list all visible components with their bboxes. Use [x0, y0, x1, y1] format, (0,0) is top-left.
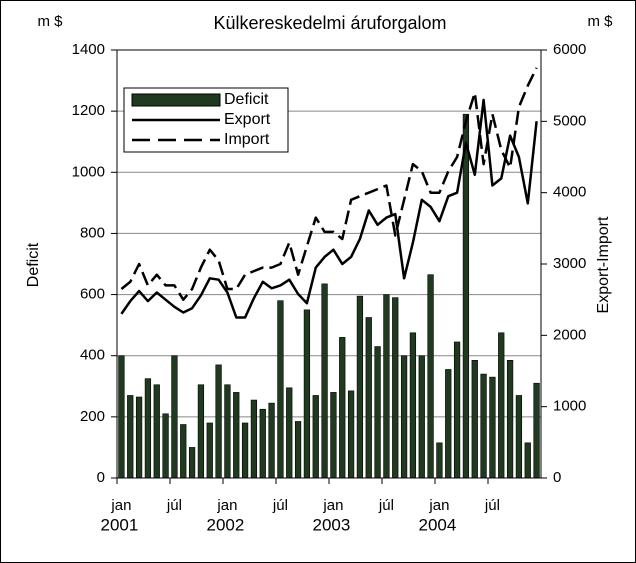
y2-unit: m $ — [587, 13, 613, 30]
legend-label: Deficit — [224, 91, 269, 108]
legend-label: Export — [224, 111, 271, 128]
bar — [427, 274, 434, 479]
x-tick-label: jan — [428, 497, 449, 514]
bar — [153, 384, 160, 479]
y-tick-label: 800 — [80, 224, 105, 241]
x-tick-label: júl — [378, 497, 394, 514]
bar — [462, 113, 470, 479]
bar — [294, 421, 302, 479]
bar — [233, 392, 240, 479]
y2-tick-label: 4000 — [553, 184, 586, 201]
bar — [250, 399, 258, 479]
bar — [418, 355, 425, 479]
bar — [498, 332, 505, 479]
y2-tick-label: 2000 — [553, 326, 586, 343]
y2-tick-label: 5000 — [553, 112, 586, 129]
bar — [533, 382, 540, 479]
bar — [215, 364, 222, 479]
bar — [135, 396, 143, 479]
y-tick-label: 600 — [80, 286, 105, 303]
y-tick-label: 400 — [80, 347, 105, 364]
x-tick-label: júl — [166, 497, 182, 514]
y-axis-title: Deficit — [25, 242, 42, 287]
x-tick-label: jan — [216, 497, 237, 514]
legend-swatch — [131, 93, 221, 107]
year-label: 2002 — [207, 515, 245, 534]
bar — [339, 337, 346, 479]
bar — [277, 300, 284, 479]
bar — [259, 408, 266, 479]
x-tick-label: júl — [272, 497, 288, 514]
x-tick-label: jan — [322, 497, 343, 514]
line-import — [120, 67, 538, 301]
y-tick-label: 1000 — [72, 163, 105, 180]
y-tick-label: 1200 — [72, 102, 105, 119]
y2-axis-title: Export-Import — [595, 216, 612, 313]
bar — [347, 390, 355, 479]
chart-title: Külkereskedelmi áruforgalom — [213, 13, 446, 33]
bar — [303, 309, 311, 479]
y2-tick-label: 0 — [553, 469, 561, 486]
y2-tick-label: 3000 — [553, 255, 586, 272]
bar — [330, 392, 337, 479]
y2-tick-label: 6000 — [553, 41, 586, 58]
legend: Deficit Export Import — [123, 87, 289, 153]
bar — [312, 395, 319, 479]
bar — [489, 376, 496, 479]
bar — [409, 332, 417, 479]
x-tick-label: júl — [484, 497, 500, 514]
y-tick-label: 1400 — [72, 41, 105, 58]
bar — [188, 447, 196, 479]
year-label: 2004 — [419, 515, 457, 534]
bar — [374, 346, 381, 479]
bar — [144, 378, 152, 479]
bar — [268, 402, 275, 479]
bar — [524, 442, 531, 479]
bar — [400, 355, 408, 479]
bar — [356, 295, 364, 479]
bar — [162, 413, 169, 479]
bar — [206, 422, 213, 479]
legend-label: Import — [224, 131, 270, 148]
bar — [286, 387, 293, 479]
bar — [436, 442, 443, 479]
bar — [365, 317, 372, 479]
bar — [480, 373, 487, 479]
bar — [445, 369, 452, 479]
bar — [383, 294, 390, 479]
line-export — [120, 98, 538, 319]
plot-border — [116, 49, 542, 479]
bar — [453, 341, 461, 479]
year-label: 2003 — [313, 515, 351, 534]
bar — [506, 359, 514, 479]
bar — [197, 384, 205, 479]
y2-tick-label: 1000 — [553, 398, 586, 415]
bar — [118, 355, 125, 479]
bar — [180, 424, 187, 479]
bar — [515, 395, 523, 479]
x-tick-label: jan — [110, 497, 131, 514]
y-tick-label: 0 — [97, 469, 105, 486]
year-label: 2001 — [101, 515, 139, 534]
bar — [171, 355, 178, 479]
bar — [471, 359, 478, 479]
bar — [321, 283, 328, 479]
y-tick-label: 200 — [80, 408, 105, 425]
bar — [127, 395, 134, 479]
bar — [241, 422, 249, 479]
y-unit: m $ — [37, 13, 63, 30]
bar — [392, 297, 399, 479]
bar — [224, 384, 231, 479]
